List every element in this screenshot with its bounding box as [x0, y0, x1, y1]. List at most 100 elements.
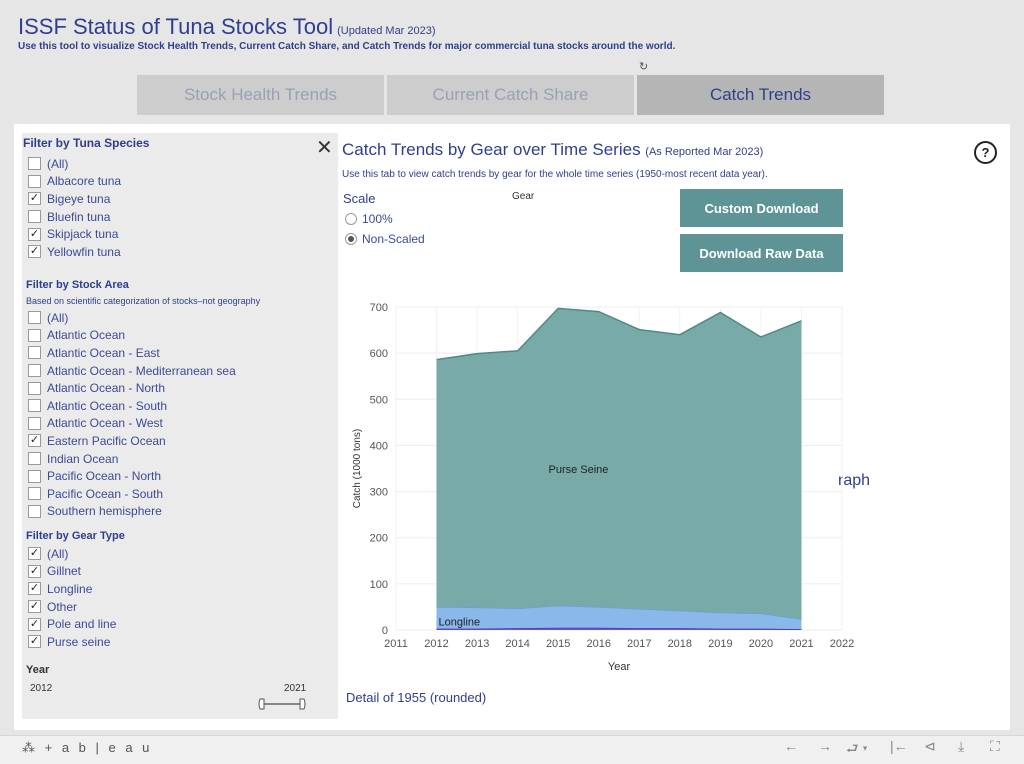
area-filter-item-label: Atlantic Ocean - East: [47, 345, 160, 360]
tab-current-catch-share[interactable]: Current Catch Share: [387, 75, 634, 115]
checkbox-icon[interactable]: [28, 328, 41, 342]
checkbox-icon[interactable]: [28, 311, 41, 325]
checkbox-icon[interactable]: [28, 381, 41, 395]
area-filter-item[interactable]: Atlantic Ocean - North: [28, 379, 236, 397]
reset-icon[interactable]: |←: [890, 738, 908, 754]
chart-title: Catch Trends by Gear over Time Series (A…: [342, 140, 764, 159]
checkbox-icon[interactable]: [28, 416, 41, 430]
area-filter-item[interactable]: ✓ Eastern Pacific Ocean: [28, 432, 236, 450]
species-filter-item-label: Skipjack tuna: [47, 227, 119, 242]
area-filter-item[interactable]: Atlantic Ocean - West: [28, 415, 236, 433]
gear-filter-item[interactable]: ✓ (All): [28, 545, 116, 563]
share-icon[interactable]: ⊲: [924, 738, 936, 754]
checkbox-checked-icon[interactable]: ✓: [28, 192, 41, 206]
checkbox-icon[interactable]: [28, 504, 41, 518]
species-filter-item[interactable]: Bluefin tuna: [28, 208, 121, 226]
checkbox-icon[interactable]: [28, 487, 41, 501]
x-tick-label: 2021: [789, 638, 813, 650]
y-tick-label: 300: [370, 487, 388, 499]
slider-handle-max: [299, 698, 306, 710]
checkbox-icon[interactable]: [28, 174, 41, 188]
area-filter-item[interactable]: Atlantic Ocean - South: [28, 397, 236, 415]
x-tick-label: 2012: [424, 638, 448, 650]
checkbox-checked-icon[interactable]: ✓: [28, 245, 41, 259]
gear-filter-item[interactable]: ✓ Gillnet: [28, 563, 116, 581]
checkbox-icon[interactable]: [28, 346, 41, 360]
checkbox-icon[interactable]: [28, 452, 41, 466]
area-filter-item[interactable]: Atlantic Ocean: [28, 327, 236, 345]
radio-icon: [345, 213, 357, 225]
close-icon[interactable]: ✕: [316, 137, 333, 159]
year-filter-heading: Year: [26, 664, 50, 676]
area-purse-seine: [436, 308, 802, 619]
area-filter-item-label: (All): [47, 310, 69, 325]
year-range-slider[interactable]: [258, 698, 306, 710]
fullscreen-icon[interactable]: ⛶: [990, 738, 1000, 754]
slider-handle-min: [258, 698, 265, 710]
catch-trends-chart: 0 100 200 300 400 500 600 700 2011 2012 2013 2014 20…: [352, 302, 854, 673]
area-filter-item[interactable]: Pacific Ocean - North: [28, 467, 236, 485]
scale-label: Scale: [343, 191, 376, 206]
species-filter-item[interactable]: ✓ Yellowfin tuna: [28, 243, 121, 261]
tab-catch-trends[interactable]: Catch Trends: [637, 75, 884, 115]
tableau-logo[interactable]: ⁂ + a b | e a u: [22, 740, 153, 755]
app-title: ISSF Status of Tuna Stocks Tool (Updated …: [18, 14, 436, 39]
species-filter-item[interactable]: (All): [28, 155, 121, 173]
area-filter-item-label: Atlantic Ocean - Mediterranean sea: [47, 363, 236, 378]
area-filter-item[interactable]: (All): [28, 309, 236, 327]
app-subtitle: Use this tool to visualize Stock Health …: [18, 41, 676, 52]
checkbox-checked-icon[interactable]: ✓: [28, 600, 41, 614]
checkbox-icon[interactable]: [28, 210, 41, 224]
download-icon[interactable]: ⤓: [958, 738, 965, 754]
species-filter-heading: Filter by Tuna Species: [23, 136, 150, 150]
checkbox-checked-icon[interactable]: ✓: [28, 635, 41, 649]
checkbox-checked-icon[interactable]: ✓: [28, 617, 41, 631]
updated-note: (Updated Mar 2023): [337, 25, 436, 37]
area-filter-item[interactable]: Indian Ocean: [28, 450, 236, 468]
checkbox-checked-icon[interactable]: ✓: [28, 582, 41, 596]
species-filter-item[interactable]: Albacore tuna: [28, 173, 121, 191]
help-icon[interactable]: ?: [974, 141, 997, 164]
species-filter-item-label: (All): [47, 156, 69, 171]
gear-filter-item[interactable]: ✓ Longline: [28, 580, 116, 598]
species-filter-item[interactable]: ✓ Bigeye tuna: [28, 190, 121, 208]
gear-filter-item-label: (All): [47, 546, 69, 561]
chart-asof: (As Reported Mar 2023): [645, 146, 764, 158]
area-filter-item[interactable]: Southern hemisphere: [28, 503, 236, 521]
area-filter-item-label: Indian Ocean: [47, 451, 119, 466]
revert-icon[interactable]: ⮐ ▾: [846, 740, 868, 756]
y-tick-label: 700: [370, 302, 388, 314]
area-filter-item-label: Atlantic Ocean - West: [47, 416, 163, 431]
y-axis-label: Catch (1000 tons): [352, 429, 363, 509]
checkbox-checked-icon[interactable]: ✓: [28, 564, 41, 578]
redo-icon[interactable]: →: [818, 738, 832, 754]
checkbox-icon[interactable]: [28, 364, 41, 378]
checkbox-icon[interactable]: [28, 157, 41, 171]
scale-option-100[interactable]: 100%: [345, 212, 393, 226]
tab-stock-health-trends[interactable]: Stock Health Trends: [137, 75, 384, 115]
area-filter-item[interactable]: Atlantic Ocean - East: [28, 344, 236, 362]
gear-filter-item[interactable]: ✓ Pole and line: [28, 615, 116, 633]
checkbox-checked-icon[interactable]: ✓: [28, 547, 41, 561]
gear-filter-item-label: Pole and line: [47, 617, 117, 632]
area-filter-item[interactable]: Pacific Ocean - South: [28, 485, 236, 503]
x-tick-label: 2016: [586, 638, 610, 650]
area-filter-item[interactable]: Atlantic Ocean - Mediterranean sea: [28, 362, 236, 380]
y-tick-label: 600: [370, 348, 388, 360]
download-raw-data-button[interactable]: Download Raw Data: [680, 234, 843, 272]
checkbox-checked-icon[interactable]: ✓: [28, 434, 41, 448]
gear-filter-item[interactable]: ✓ Purse seine: [28, 633, 116, 651]
species-filter-item[interactable]: ✓ Skipjack tuna: [28, 225, 121, 243]
species-filter-item-label: Yellowfin tuna: [47, 244, 121, 259]
area-filter-list: (All) Atlantic Ocean Atlantic Ocean - East…: [28, 309, 236, 520]
custom-download-button[interactable]: Custom Download: [680, 189, 843, 227]
gear-filter-item[interactable]: ✓ Other: [28, 598, 116, 616]
checkbox-icon[interactable]: [28, 469, 41, 483]
undo-icon[interactable]: ←: [784, 738, 798, 754]
checkbox-icon[interactable]: [28, 399, 41, 413]
refresh-icon[interactable]: ↻: [639, 61, 649, 73]
checkbox-checked-icon[interactable]: ✓: [28, 227, 41, 241]
area-longline-line: [436, 604, 802, 620]
scale-option-non-scaled[interactable]: Non-Scaled: [345, 232, 425, 246]
area-longline: [436, 605, 802, 630]
